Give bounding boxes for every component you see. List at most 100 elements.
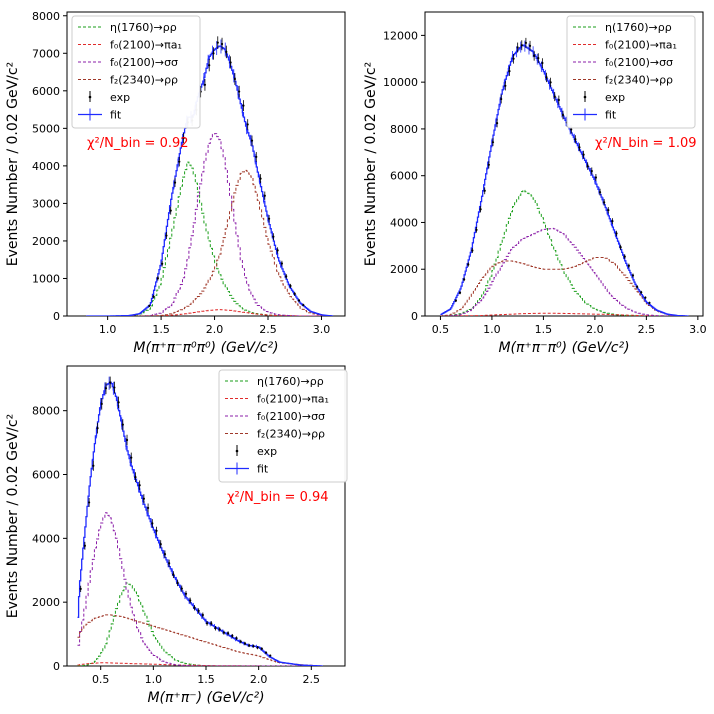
curve-2 xyxy=(86,309,333,316)
exp-point xyxy=(252,645,255,648)
exp-point xyxy=(280,262,284,265)
exp-point xyxy=(176,581,179,584)
exp-point xyxy=(159,542,162,546)
exp-point xyxy=(142,497,145,500)
exp-point xyxy=(504,84,507,87)
exp-point xyxy=(134,476,137,479)
exp-point xyxy=(238,90,241,93)
y-tick-label: 2000 xyxy=(32,235,60,248)
exp-point xyxy=(121,423,124,426)
exp-point xyxy=(627,264,630,267)
legend-entry-5-label: exp xyxy=(110,91,130,104)
x-tick-label: 0.5 xyxy=(92,673,110,686)
x-tick-label: 2.0 xyxy=(586,323,604,336)
exp-point xyxy=(151,522,154,525)
exp-point xyxy=(138,484,141,487)
chart-panel-1: 1.0 1.5 2.0 2.5 3.0 0 1000 2000 3000 4000 5000 6000… xyxy=(5,10,346,356)
legend-entry-5-dot xyxy=(583,95,587,99)
y-tick-label: 8000 xyxy=(390,123,418,136)
x-tick-label: 1.5 xyxy=(197,673,215,686)
exp-point xyxy=(201,613,204,617)
exp-point xyxy=(260,647,263,650)
exp-point xyxy=(182,137,185,140)
legend-entry-6-label: fit xyxy=(605,109,617,122)
y-tick-label: 10000 xyxy=(383,76,418,89)
exp-point xyxy=(553,95,556,98)
exp-point xyxy=(269,654,272,657)
exp-point xyxy=(636,285,639,288)
chi2-annotation: χ²/N_bin = 0.92 xyxy=(87,136,189,151)
exp-point xyxy=(491,141,495,144)
exp-point xyxy=(463,278,466,281)
exp-point xyxy=(607,209,610,212)
exp-point xyxy=(220,42,224,46)
exp-point xyxy=(623,255,626,258)
exp-point xyxy=(92,464,95,467)
exp-point xyxy=(100,402,103,406)
legend-entry-3-label: f₀(2100)→σσ xyxy=(257,410,325,423)
exp-point xyxy=(549,81,552,84)
exp-point xyxy=(148,304,151,307)
x-axis-label: M(π⁺π⁻) (GeV/c²) xyxy=(147,690,264,706)
exp-point xyxy=(603,201,606,204)
x-tick-label: 2.5 xyxy=(259,323,277,336)
y-tick-label: 2000 xyxy=(390,263,418,276)
exp-point xyxy=(208,64,211,67)
exp-point xyxy=(289,284,292,288)
x-tick-label: 1.5 xyxy=(152,323,170,336)
exp-point xyxy=(640,291,643,294)
exp-point xyxy=(570,128,573,131)
exp-point xyxy=(161,262,164,265)
chart-panel-3: 0.5 1.0 1.5 2.0 2.5 0 2000 4000 6000 8000 M(π⁺π⁻) … xyxy=(5,365,348,706)
exp-point xyxy=(239,640,242,643)
legend-entry-4-label: f₂(2340)→ρρ xyxy=(257,428,325,441)
x-tick-label: 2.5 xyxy=(638,323,656,336)
exp-point xyxy=(276,249,279,252)
exp-point xyxy=(156,277,159,280)
x-tick-label: 2.0 xyxy=(206,323,224,336)
exp-point xyxy=(169,209,172,212)
x-axis-label: M(π⁺π⁻π⁰π⁰) (GeV/c²) xyxy=(133,340,278,356)
exp-point xyxy=(242,104,245,107)
exp-point xyxy=(454,299,457,302)
exp-point xyxy=(189,599,192,602)
y-tick-label: 5000 xyxy=(32,122,60,135)
y-tick-label: 0 xyxy=(411,310,418,323)
exp-point xyxy=(582,153,585,156)
exp-point xyxy=(117,401,120,404)
exp-point xyxy=(104,387,108,390)
x-tick-label: 1.0 xyxy=(145,673,163,686)
y-axis-label: Events Number / 0.02 GeV/c² xyxy=(5,62,21,266)
exp-point xyxy=(152,295,155,298)
exp-point xyxy=(146,506,150,510)
y-axis-label: Events Number / 0.02 GeV/c² xyxy=(363,62,379,266)
exp-point xyxy=(500,97,503,101)
y-tick-label: 4000 xyxy=(390,216,418,229)
exp-point xyxy=(233,77,236,81)
exp-point xyxy=(83,544,87,547)
y-tick-label: 6000 xyxy=(390,170,418,183)
legend-entry-6-label: fit xyxy=(110,109,122,122)
exp-point xyxy=(130,456,133,459)
exp-point xyxy=(178,160,181,163)
curve-4 xyxy=(77,614,322,666)
legend: η(1760)→ρρ f₀(2100)→πa₁ f₀(2100)→σσ f₂(2340… xyxy=(566,15,696,129)
exp-point xyxy=(458,291,462,294)
exp-point xyxy=(594,176,598,179)
exp-point xyxy=(250,139,254,142)
y-tick-label: 6000 xyxy=(32,469,60,482)
exp-point xyxy=(256,646,259,649)
exp-point xyxy=(227,632,230,635)
y-tick-label: 7000 xyxy=(32,47,60,60)
x-tick-label: 0.5 xyxy=(432,323,450,336)
curves xyxy=(440,37,689,316)
exp-point xyxy=(88,501,91,504)
legend-entry-4-label: f₂(2340)→ρρ xyxy=(110,74,178,87)
legend-entry-3-label: f₀(2100)→σσ xyxy=(605,56,673,69)
exp-point xyxy=(225,50,228,54)
legend: η(1760)→ρρ f₀(2100)→πa₁ f₀(2100)→σσ f₂(2340… xyxy=(71,15,201,129)
exp-point xyxy=(210,622,213,625)
exp-point xyxy=(545,76,548,79)
exp-point xyxy=(533,54,536,57)
curve-4 xyxy=(440,257,688,316)
